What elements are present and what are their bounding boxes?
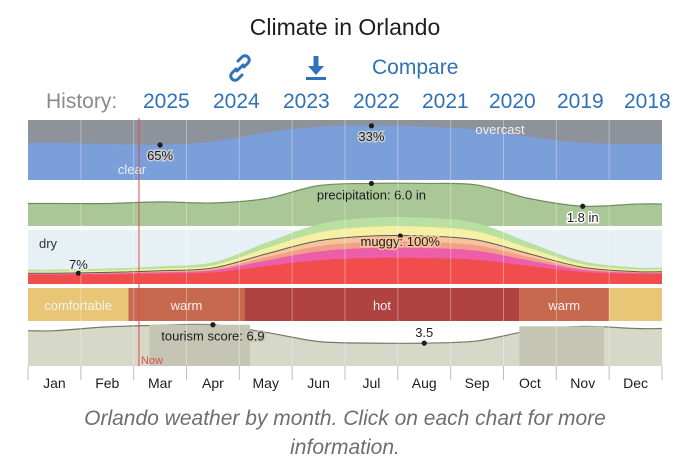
tourism-best-spring: [149, 324, 250, 366]
month-label: Jun: [307, 375, 330, 391]
humidity-dry-label: dry: [39, 236, 58, 251]
year-link[interactable]: 2018: [624, 90, 671, 113]
compare-link[interactable]: Compare: [372, 56, 459, 79]
precip-data-label: precipitation: 6.0 in: [317, 187, 426, 202]
tourism-data-label: tourism score: 6.9: [161, 329, 264, 344]
month-label: Apr: [202, 375, 224, 391]
cloud-clear-label: clear: [118, 162, 147, 177]
temperature-segment-label: warm: [547, 298, 580, 313]
humidity-line: [27, 234, 663, 274]
cloud-data-label: 33%: [358, 129, 384, 144]
humidity-data-label: muggy: 100%: [361, 234, 441, 249]
humidity-point: [75, 270, 82, 276]
month-label: Aug: [412, 375, 437, 391]
month-label: Feb: [95, 375, 119, 391]
precip-area: [28, 183, 662, 226]
month-label: Nov: [570, 375, 595, 391]
link-icon[interactable]: [226, 54, 254, 82]
caption: Orlando weather by month. Click on each …: [84, 407, 606, 459]
temperature-segment-label: warm: [170, 298, 203, 313]
month-label: Jan: [43, 375, 66, 391]
month-label: May: [253, 375, 279, 391]
history-bar: History: 2025 2024 2023 2022 2021 2020 2…: [0, 90, 690, 118]
tourism-point: [210, 322, 216, 328]
year-link[interactable]: 2020: [489, 90, 536, 113]
month-label: Mar: [148, 375, 172, 391]
month-label: Dec: [623, 375, 648, 391]
cloud-overcast-label: overcast: [475, 122, 525, 137]
humidity-data-label: 7%: [69, 257, 88, 272]
cloud-clear-area: [28, 125, 662, 180]
year-link[interactable]: 2021: [422, 90, 469, 113]
precip-point: [368, 180, 375, 187]
tourism-best-fall: [519, 326, 604, 366]
precip-point: [580, 203, 586, 209]
year-link[interactable]: 2023: [283, 90, 330, 113]
month-label: Jul: [362, 375, 380, 391]
cloud-point: [157, 142, 163, 148]
year-link[interactable]: 2024: [213, 90, 260, 113]
cloud-data-label: 65%: [147, 148, 173, 163]
temperature-segment: [244, 288, 520, 321]
temperature-segment: [519, 288, 610, 321]
month-label: Oct: [519, 375, 541, 391]
precip-data-label: 1.8 in: [567, 210, 599, 225]
temperature-segment-label: comfortable: [44, 298, 112, 313]
month-label: Sep: [465, 375, 490, 391]
temperature-segment-label: hot: [373, 298, 391, 313]
humidity-point: [397, 233, 403, 239]
temperature-segment: [28, 288, 129, 321]
download-icon[interactable]: [302, 54, 330, 82]
history-label: History:: [46, 90, 118, 113]
page-title: Climate in Orlando: [249, 14, 441, 40]
humidity-band: [28, 257, 662, 284]
temperature-segment: [609, 288, 662, 321]
temperature-segment: [128, 288, 245, 321]
cloud-point: [368, 123, 375, 129]
tourism-data-label: 3.5: [415, 325, 433, 340]
now-marker-label: Now: [141, 355, 163, 367]
year-link[interactable]: 2025: [143, 90, 190, 113]
year-link[interactable]: 2022: [353, 90, 400, 113]
toolbar: Compare: [0, 54, 690, 84]
year-link[interactable]: 2019: [557, 90, 604, 113]
tourism-point: [421, 340, 427, 346]
precip-area-line: [28, 182, 663, 208]
